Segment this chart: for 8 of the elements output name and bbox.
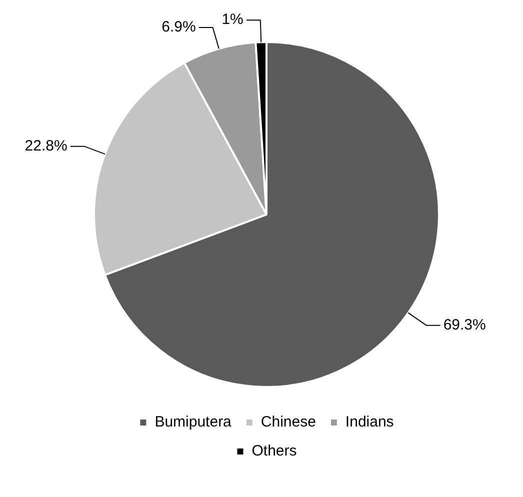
data-label: 69.3% xyxy=(443,316,486,334)
data-label: 6.9% xyxy=(162,18,196,36)
data-label: 1% xyxy=(222,11,244,28)
legend-label: Indians xyxy=(345,414,394,431)
legend-label: Bumiputera xyxy=(154,414,232,431)
data-label: 22.8% xyxy=(24,137,68,154)
legend-label: Chinese xyxy=(260,414,316,431)
legend-label: Others xyxy=(252,442,297,460)
